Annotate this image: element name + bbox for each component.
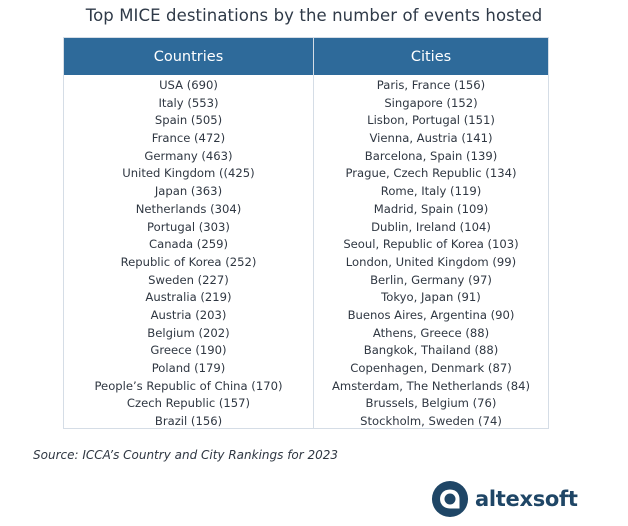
table-body: USA (690) Italy (553) Spain (505) France (4… bbox=[64, 75, 548, 429]
logo-text: altexsoft bbox=[475, 487, 578, 511]
city-cell: Berlin, Germany (97) bbox=[370, 272, 492, 287]
brand-logo: altexsoft bbox=[431, 479, 578, 519]
cities-column: Paris, France (156) Singapore (152) Lisbon… bbox=[314, 75, 548, 429]
country-cell: Japan (363) bbox=[154, 184, 223, 199]
page-title: Top MICE destinations by the number of e… bbox=[85, 6, 543, 25]
country-cell: Canada (259) bbox=[149, 237, 228, 252]
city-cell: Madrid, Spain (109) bbox=[373, 201, 489, 216]
source-note: Source: ICCA’s Country and City Rankings… bbox=[33, 448, 339, 462]
country-cell: Greece (190) bbox=[150, 343, 227, 358]
country-cell: United Kingdom ((425) bbox=[122, 166, 255, 181]
country-cell: Belgium (202) bbox=[147, 325, 230, 340]
country-cell: Spain (505) bbox=[154, 113, 223, 128]
country-cell: USA (690) bbox=[159, 78, 218, 92]
city-cell: Dublin, Ireland (104) bbox=[371, 219, 491, 234]
countries-column-header: Countries bbox=[64, 38, 314, 75]
country-cell: Poland (179) bbox=[151, 361, 226, 375]
city-cell: Lisbon, Portugal (151) bbox=[367, 113, 495, 128]
cities-column-header: Cities bbox=[410, 48, 452, 65]
city-cell: Barcelona, Spain (139) bbox=[364, 148, 498, 163]
city-cell: Seoul, Republic of Korea (103) bbox=[343, 237, 519, 252]
country-cell: Sweden (227) bbox=[148, 272, 229, 287]
city-cell: Stockholm, Sweden (74) bbox=[360, 414, 502, 429]
country-cell: Brazil (156) bbox=[154, 414, 223, 429]
country-cell: Australia (219) bbox=[145, 290, 232, 305]
city-cell: Copenhagen, Denmark (87) bbox=[350, 361, 512, 375]
city-cell: Athens, Greece (88) bbox=[372, 325, 490, 340]
country-cell: Italy (553) bbox=[158, 95, 219, 110]
country-cell: Netherlands (304) bbox=[135, 201, 242, 216]
country-cell: Republic of Korea (252) bbox=[120, 254, 257, 269]
country-cell: People’s Republic of China (170) bbox=[94, 378, 283, 393]
altexsoft-logo-mark-icon bbox=[431, 480, 469, 518]
country-cell: Austria (203) bbox=[150, 307, 227, 322]
country-cell: Portugal (303) bbox=[147, 219, 230, 234]
city-cell: London, United Kingdom (99) bbox=[345, 254, 517, 269]
country-cell: Czech Republic (157) bbox=[126, 396, 251, 411]
city-cell: Rome, Italy (119) bbox=[380, 184, 482, 199]
city-cell: Tokyo, Japan (91) bbox=[381, 290, 481, 305]
city-cell: Prague, Czech Republic (134) bbox=[345, 166, 517, 181]
country-cell: Germany (463) bbox=[144, 148, 233, 163]
city-cell: Singapore (152) bbox=[384, 95, 478, 110]
city-cell: Brussels, Belgium (76) bbox=[365, 396, 497, 411]
city-cell: Buenos Aires, Argentina (90) bbox=[347, 307, 515, 322]
city-cell: Amsterdam, The Netherlands (84) bbox=[331, 378, 531, 393]
destinations-table: Countries Cities USA (690) Italy (553) Spa… bbox=[63, 37, 549, 429]
country-cell: France (472) bbox=[151, 131, 226, 146]
city-cell: Vienna, Austria (141) bbox=[369, 131, 493, 146]
table-header: Countries Cities bbox=[64, 38, 548, 75]
city-cell: Bangkok, Thailand (88) bbox=[363, 343, 499, 358]
city-cell: Paris, France (156) bbox=[376, 78, 486, 92]
countries-column: USA (690) Italy (553) Spain (505) France (4… bbox=[64, 75, 314, 429]
